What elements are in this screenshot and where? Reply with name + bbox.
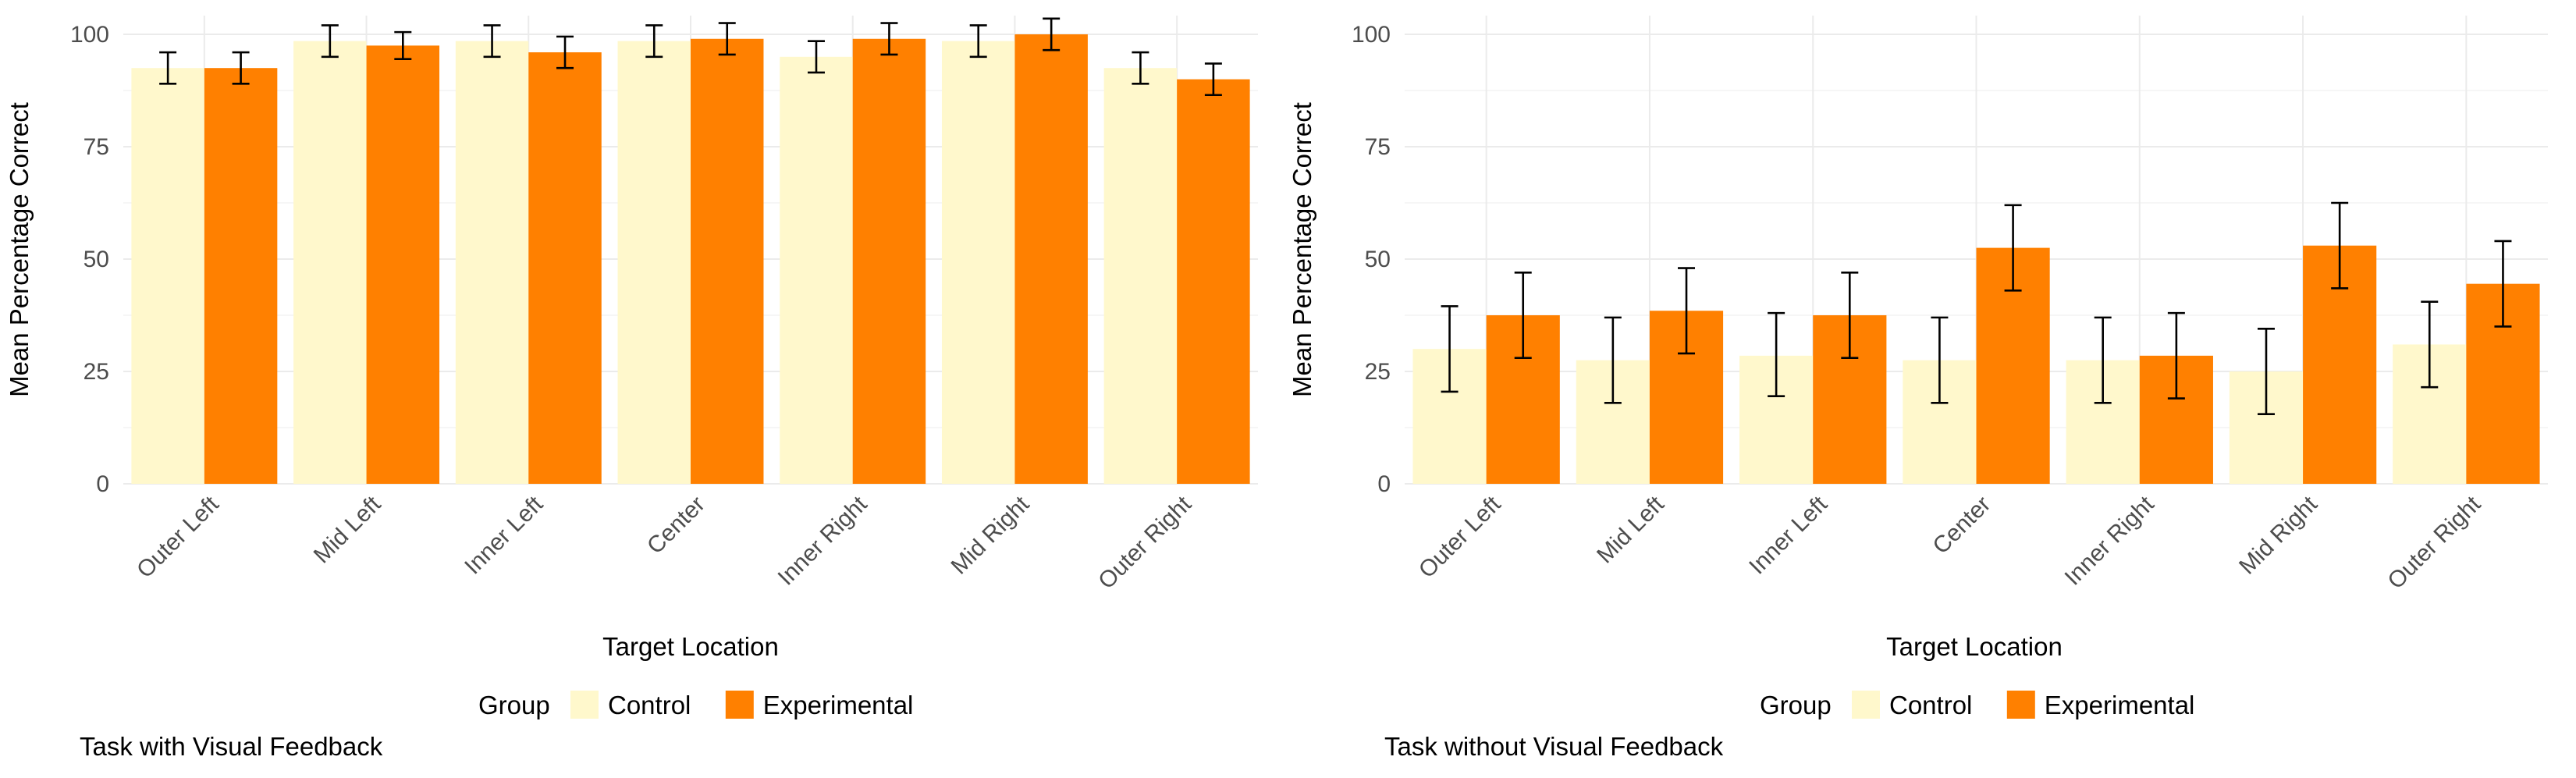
y-tick-label: 100 <box>1352 22 1391 48</box>
y-tick-label: 25 <box>1365 359 1391 385</box>
x-axis-title: Target Location <box>602 632 779 661</box>
error-bar-experimental <box>232 51 250 85</box>
error-bar-experimental <box>2167 311 2185 400</box>
error-bar-experimental <box>1678 267 1696 355</box>
legend-label-control: Control <box>1889 691 1972 719</box>
error-bar-control <box>2094 316 2112 404</box>
x-tick-label: Inner Left <box>1744 491 1832 579</box>
bar-experimental <box>366 45 440 484</box>
error-bar-control <box>645 24 663 59</box>
error-bar-experimental <box>556 35 574 69</box>
error-bar-experimental <box>718 22 736 56</box>
error-bar-control <box>1604 316 1622 404</box>
legend-title: Group <box>478 691 550 719</box>
bar-control <box>293 41 367 484</box>
error-bar-experimental <box>394 30 412 60</box>
x-tick-label: Outer Left <box>132 491 224 583</box>
error-bar-control <box>159 51 177 85</box>
bar-experimental <box>1177 79 1250 485</box>
bar-control <box>455 41 529 484</box>
y-axis-title: Mean Percentage Correct <box>1288 102 1316 397</box>
error-bar-experimental <box>1043 17 1061 52</box>
bar-control <box>780 56 853 485</box>
error-bar-experimental <box>1841 271 1859 360</box>
error-bar-experimental <box>2494 240 2512 328</box>
legend-key-experimental <box>2006 691 2035 719</box>
legend-label-experimental: Experimental <box>2045 691 2195 719</box>
legend-label-control: Control <box>608 691 691 719</box>
x-tick-label: Inner Right <box>773 491 873 591</box>
x-tick-label: Center <box>642 492 710 560</box>
chart-panel-2: 0 25 50 75 100 Outer Left Mid Left Inner Left Ce… <box>1288 16 2548 761</box>
y-tick-label: 75 <box>1365 134 1391 160</box>
error-bar-control <box>321 24 339 59</box>
bar-experimental <box>1014 34 1088 484</box>
y-tick-label: 50 <box>1365 247 1391 272</box>
legend-key-control <box>570 691 599 719</box>
bar-control <box>1103 68 1178 484</box>
bar-control <box>617 41 691 484</box>
error-bar-control <box>1768 311 1785 397</box>
y-tick-label: 0 <box>1377 471 1391 497</box>
chart-caption: Task with Visual Feedback <box>80 732 383 761</box>
x-tick-label: Inner Right <box>2060 491 2160 591</box>
error-bar-experimental <box>2004 204 2022 292</box>
error-bar-experimental <box>1204 62 1222 97</box>
x-tick-label: Outer Right <box>2382 491 2485 594</box>
bar-experimental <box>852 38 926 484</box>
legend-key-control <box>1852 691 1880 719</box>
error-bar-control <box>807 40 825 74</box>
x-tick-label: Mid Right <box>946 491 1034 579</box>
y-tick-label: 100 <box>70 22 109 48</box>
bar-experimental <box>691 38 764 484</box>
bar-control <box>941 41 1015 484</box>
error-bar-experimental <box>1514 271 1532 360</box>
bar-control <box>131 68 204 484</box>
legend: Group Control Experimental <box>478 691 913 719</box>
legend-label-experimental: Experimental <box>763 691 914 719</box>
x-tick-label: Inner Left <box>460 491 548 579</box>
y-tick-label: 50 <box>83 247 109 272</box>
error-bar-control <box>2257 327 2275 416</box>
y-tick-label: 25 <box>83 359 109 385</box>
y-tick-label: 0 <box>96 471 109 497</box>
legend-title: Group <box>1760 691 1832 719</box>
chart-caption: Task without Visual Feedback <box>1384 732 1724 761</box>
y-tick-label: 75 <box>83 134 109 160</box>
error-bar-control <box>483 24 501 59</box>
error-bar-experimental <box>880 22 898 56</box>
error-bar-control <box>1441 305 1459 393</box>
x-axis-title: Target Location <box>1886 632 2063 661</box>
bar-experimental <box>528 52 602 485</box>
bar-experimental <box>204 68 278 484</box>
error-bar-control <box>2421 300 2439 389</box>
error-bar-experimental <box>2331 201 2349 290</box>
error-bar-control <box>969 24 987 59</box>
x-tick-label: Outer Right <box>1093 491 1196 594</box>
x-tick-label: Outer Left <box>1414 491 1506 583</box>
error-bar-control <box>1132 51 1149 85</box>
legend: Group Control Experimental <box>1760 691 2194 719</box>
chart-panel-1: 0 25 50 75 100 Outer Left Mid Left Inner Left Ce… <box>5 16 1258 761</box>
error-bar-control <box>1931 316 1949 404</box>
x-tick-label: Mid Left <box>1592 491 1669 568</box>
x-tick-label: Mid Right <box>2234 491 2322 579</box>
x-tick-label: Mid Left <box>309 491 386 568</box>
legend-key-experimental <box>725 691 754 719</box>
x-tick-label: Center <box>1928 492 1995 560</box>
y-axis-title: Mean Percentage Correct <box>5 102 34 397</box>
